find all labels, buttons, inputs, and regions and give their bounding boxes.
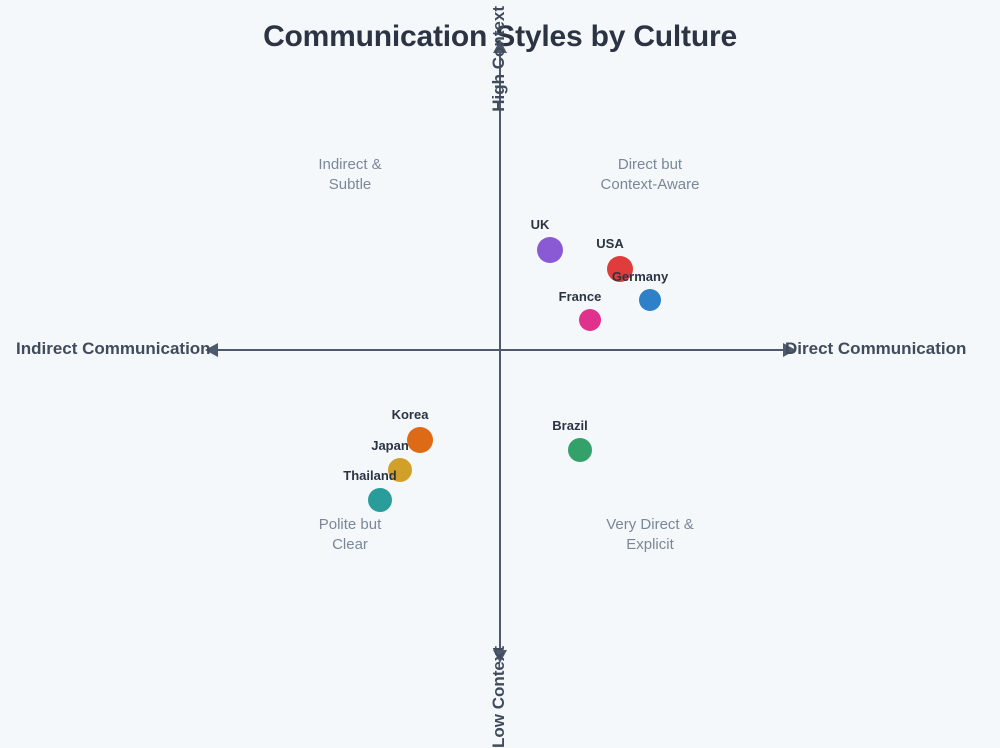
x-axis-left-arrowhead-icon xyxy=(205,343,218,357)
y-axis-line xyxy=(499,52,501,650)
data-point-label: Korea xyxy=(391,407,429,422)
data-point-marker[interactable] xyxy=(537,237,563,263)
data-point-marker[interactable] xyxy=(368,488,392,512)
data-point-marker[interactable] xyxy=(407,427,433,453)
axis-label-high-context: High Context xyxy=(489,6,508,112)
y-axis-up-arrowhead-icon xyxy=(493,40,507,53)
quadrant-label-top-right: Direct but Context-Aware xyxy=(600,156,700,193)
data-point-label: France xyxy=(558,289,602,304)
data-point-marker[interactable] xyxy=(607,256,633,282)
quadrant-label-bottom-left: Polite but Clear xyxy=(318,516,382,553)
data-point-label: USA xyxy=(596,236,624,251)
data-point-label: Japan xyxy=(371,438,409,453)
data-point-marker[interactable] xyxy=(579,309,601,331)
axis-label-low-context: Low Context xyxy=(489,646,508,748)
chart-canvas: Communication Styles by Culture Indirect… xyxy=(16,6,967,748)
quadrant-label-bottom-right: Very Direct & Explicit xyxy=(606,516,694,553)
data-point-label: Germany xyxy=(611,269,669,284)
axis-label-direct-communication: Direct Communication xyxy=(785,339,967,358)
axis-label-indirect-communication: Indirect Communication xyxy=(16,339,211,358)
x-axis-right-arrowhead-icon xyxy=(783,343,796,357)
data-point-marker[interactable] xyxy=(639,289,661,311)
data-point-label: UK xyxy=(530,217,550,232)
quadrant-label-top-left: Indirect & Subtle xyxy=(318,156,382,193)
y-axis-down-arrowhead-icon xyxy=(493,650,507,663)
data-point-marker[interactable] xyxy=(568,438,592,462)
data-point-marker[interactable] xyxy=(388,458,412,482)
data-point-label: Thailand xyxy=(343,468,397,483)
data-point-label: Brazil xyxy=(552,418,588,433)
